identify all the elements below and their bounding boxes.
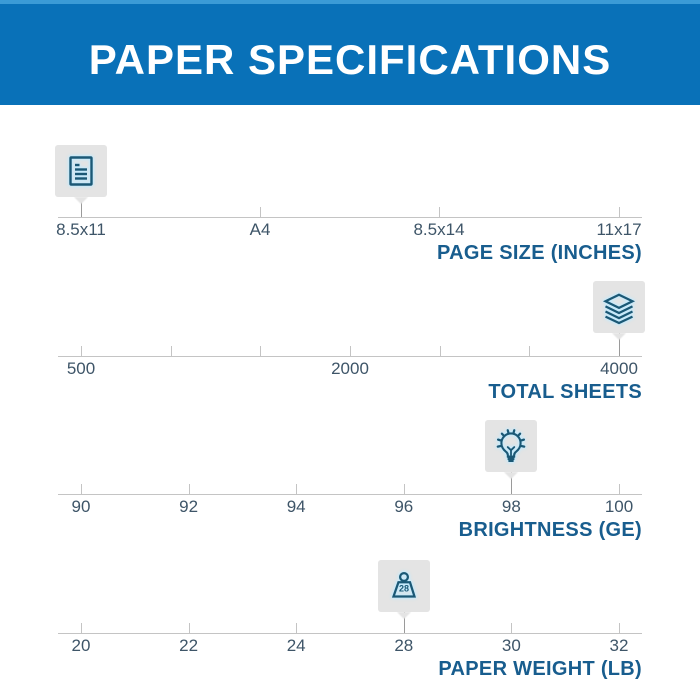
svg-text:28: 28 — [399, 584, 409, 594]
